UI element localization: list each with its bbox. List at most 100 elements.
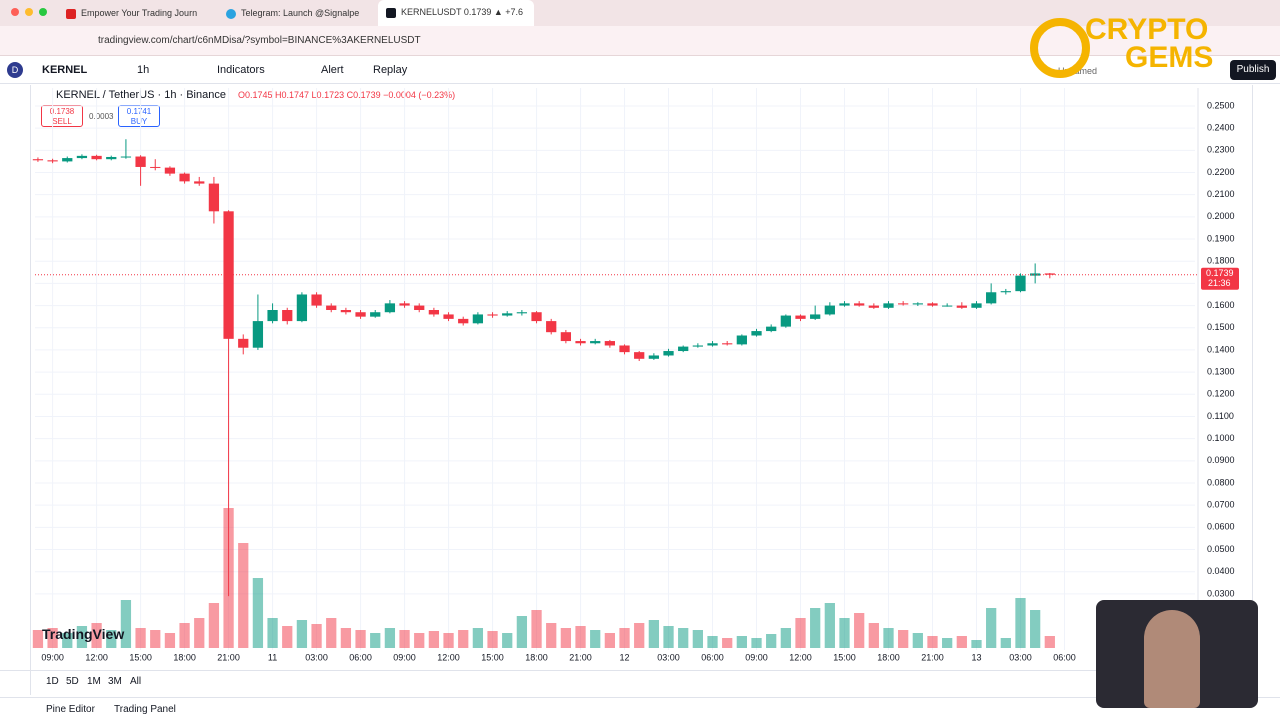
candle-body [340,310,352,313]
range[interactable]: 3M [108,676,122,687]
volume-bar [472,628,484,648]
bottom-tab[interactable]: Trading Panel [114,704,176,715]
volume-bar [795,618,806,648]
candle-body [311,294,322,306]
y-tick-label: 0.0500 [1207,544,1235,554]
candle-body [487,314,498,316]
watermark: TradingView [42,626,125,642]
candle-body [971,303,982,308]
candle-body [766,326,777,332]
webcam [1096,600,1258,708]
volume-bar [971,640,982,648]
replay[interactable]: Replay [373,64,408,76]
x-tick-label: 21:00 [569,652,592,662]
candle-body [223,211,234,339]
tab-title: KERNELUSDT 0.1739 ▲ +7.6 [401,7,524,17]
volume-bar [575,626,586,648]
candle-body [267,310,278,322]
volume-bar [1044,636,1055,648]
y-tick-label: 0.1700 [1207,278,1235,288]
volume-bar [194,618,205,648]
candle-body [883,303,894,308]
volume-bar [912,633,923,648]
candle-body [1000,291,1011,293]
volume-bar [502,633,513,648]
volume-bar [443,633,454,648]
candle-body [912,303,923,305]
volume-bar [267,618,278,648]
sell-button[interactable]: 0.1738 SELL [41,105,83,127]
x-tick-label: 18:00 [173,652,196,662]
candle-body [282,310,293,322]
x-tick-label: 06:00 [701,652,724,662]
volume-bar [179,623,190,648]
volume-bar [883,628,894,648]
alert[interactable]: Alert [321,64,344,76]
logo-text: CRYPTO GEMS [1085,15,1214,74]
y-tick-label: 0.1500 [1207,322,1235,332]
volume-bar [780,628,791,648]
volume-bar [296,620,308,648]
range[interactable]: 1D [46,676,59,687]
close-dot[interactable] [11,8,19,16]
candle-body [663,351,674,356]
volume-bar [898,630,909,648]
candle-body [619,345,630,353]
volume-bar [1030,610,1041,648]
range[interactable]: 1M [87,676,101,687]
candle-body [810,314,821,319]
candle-body [942,305,953,307]
publish-button[interactable]: Publish [1230,60,1276,80]
candle-body [780,315,791,327]
volume-bar [678,628,689,648]
candle-body [370,312,381,317]
volume-bar [648,620,659,648]
symbol-title: KERNEL / TetherUS · 1h · Binance [56,89,226,101]
interval[interactable]: 1h [137,64,150,76]
candle-body [91,155,102,160]
x-tick-label: 13 [971,652,981,662]
y-tick-label: 0.2300 [1207,145,1235,155]
tab[interactable]: Telegram: Launch @Signalpe [226,4,376,22]
avatar[interactable]: D [7,62,23,78]
candle-body [1015,275,1026,292]
range[interactable]: 5D [66,676,79,687]
x-tick-label: 12:00 [85,652,108,662]
candle-body [560,332,572,342]
buy-button[interactable]: 0.1741 BUY [118,105,160,127]
min-dot[interactable] [25,8,33,16]
y-tick-label: 0.1200 [1207,389,1235,399]
volume-bar [164,633,176,648]
volume-bar [810,608,821,648]
candle-body [986,292,997,304]
url[interactable]: tradingview.com/chart/c6nMDisa/?symbol=B… [98,35,421,46]
symbol-search[interactable]: KERNEL [42,64,88,76]
max-dot[interactable] [39,8,47,16]
chart-toolbar: D KERNEL 1h Indicators Alert Replay Unna… [0,56,1280,84]
bottom-tab[interactable]: Pine Editor [46,704,95,715]
volume-bar [516,616,528,648]
x-tick-label: 18:00 [525,652,548,662]
y-tick-label: 0.1300 [1207,366,1235,376]
indicators[interactable]: Indicators [217,64,265,76]
last-price-box [1201,267,1239,290]
active-tab[interactable]: KERNELUSDT 0.1739 ▲ +7.6 [378,0,534,26]
candle-body [590,341,601,344]
y-tick-label: 0.2200 [1207,167,1235,177]
volume-bar [942,638,953,648]
volume-bar [1015,598,1026,648]
volume-bar [311,624,322,648]
y-tick-label: 0.1400 [1207,344,1235,354]
y-tick-label: 0.0400 [1207,566,1235,576]
range[interactable]: All [130,676,142,687]
candle-body [47,160,58,162]
logo-line: GEMS [1125,41,1214,74]
tab[interactable]: Empower Your Trading Journ [66,4,216,22]
y-tick-label: 0.1600 [1207,300,1235,310]
volume-bar [736,636,747,648]
candle-body [238,338,249,348]
volume-bar [546,623,557,648]
volume-bar [707,636,718,648]
volume-bar [854,613,865,648]
volume-bar [634,623,645,648]
